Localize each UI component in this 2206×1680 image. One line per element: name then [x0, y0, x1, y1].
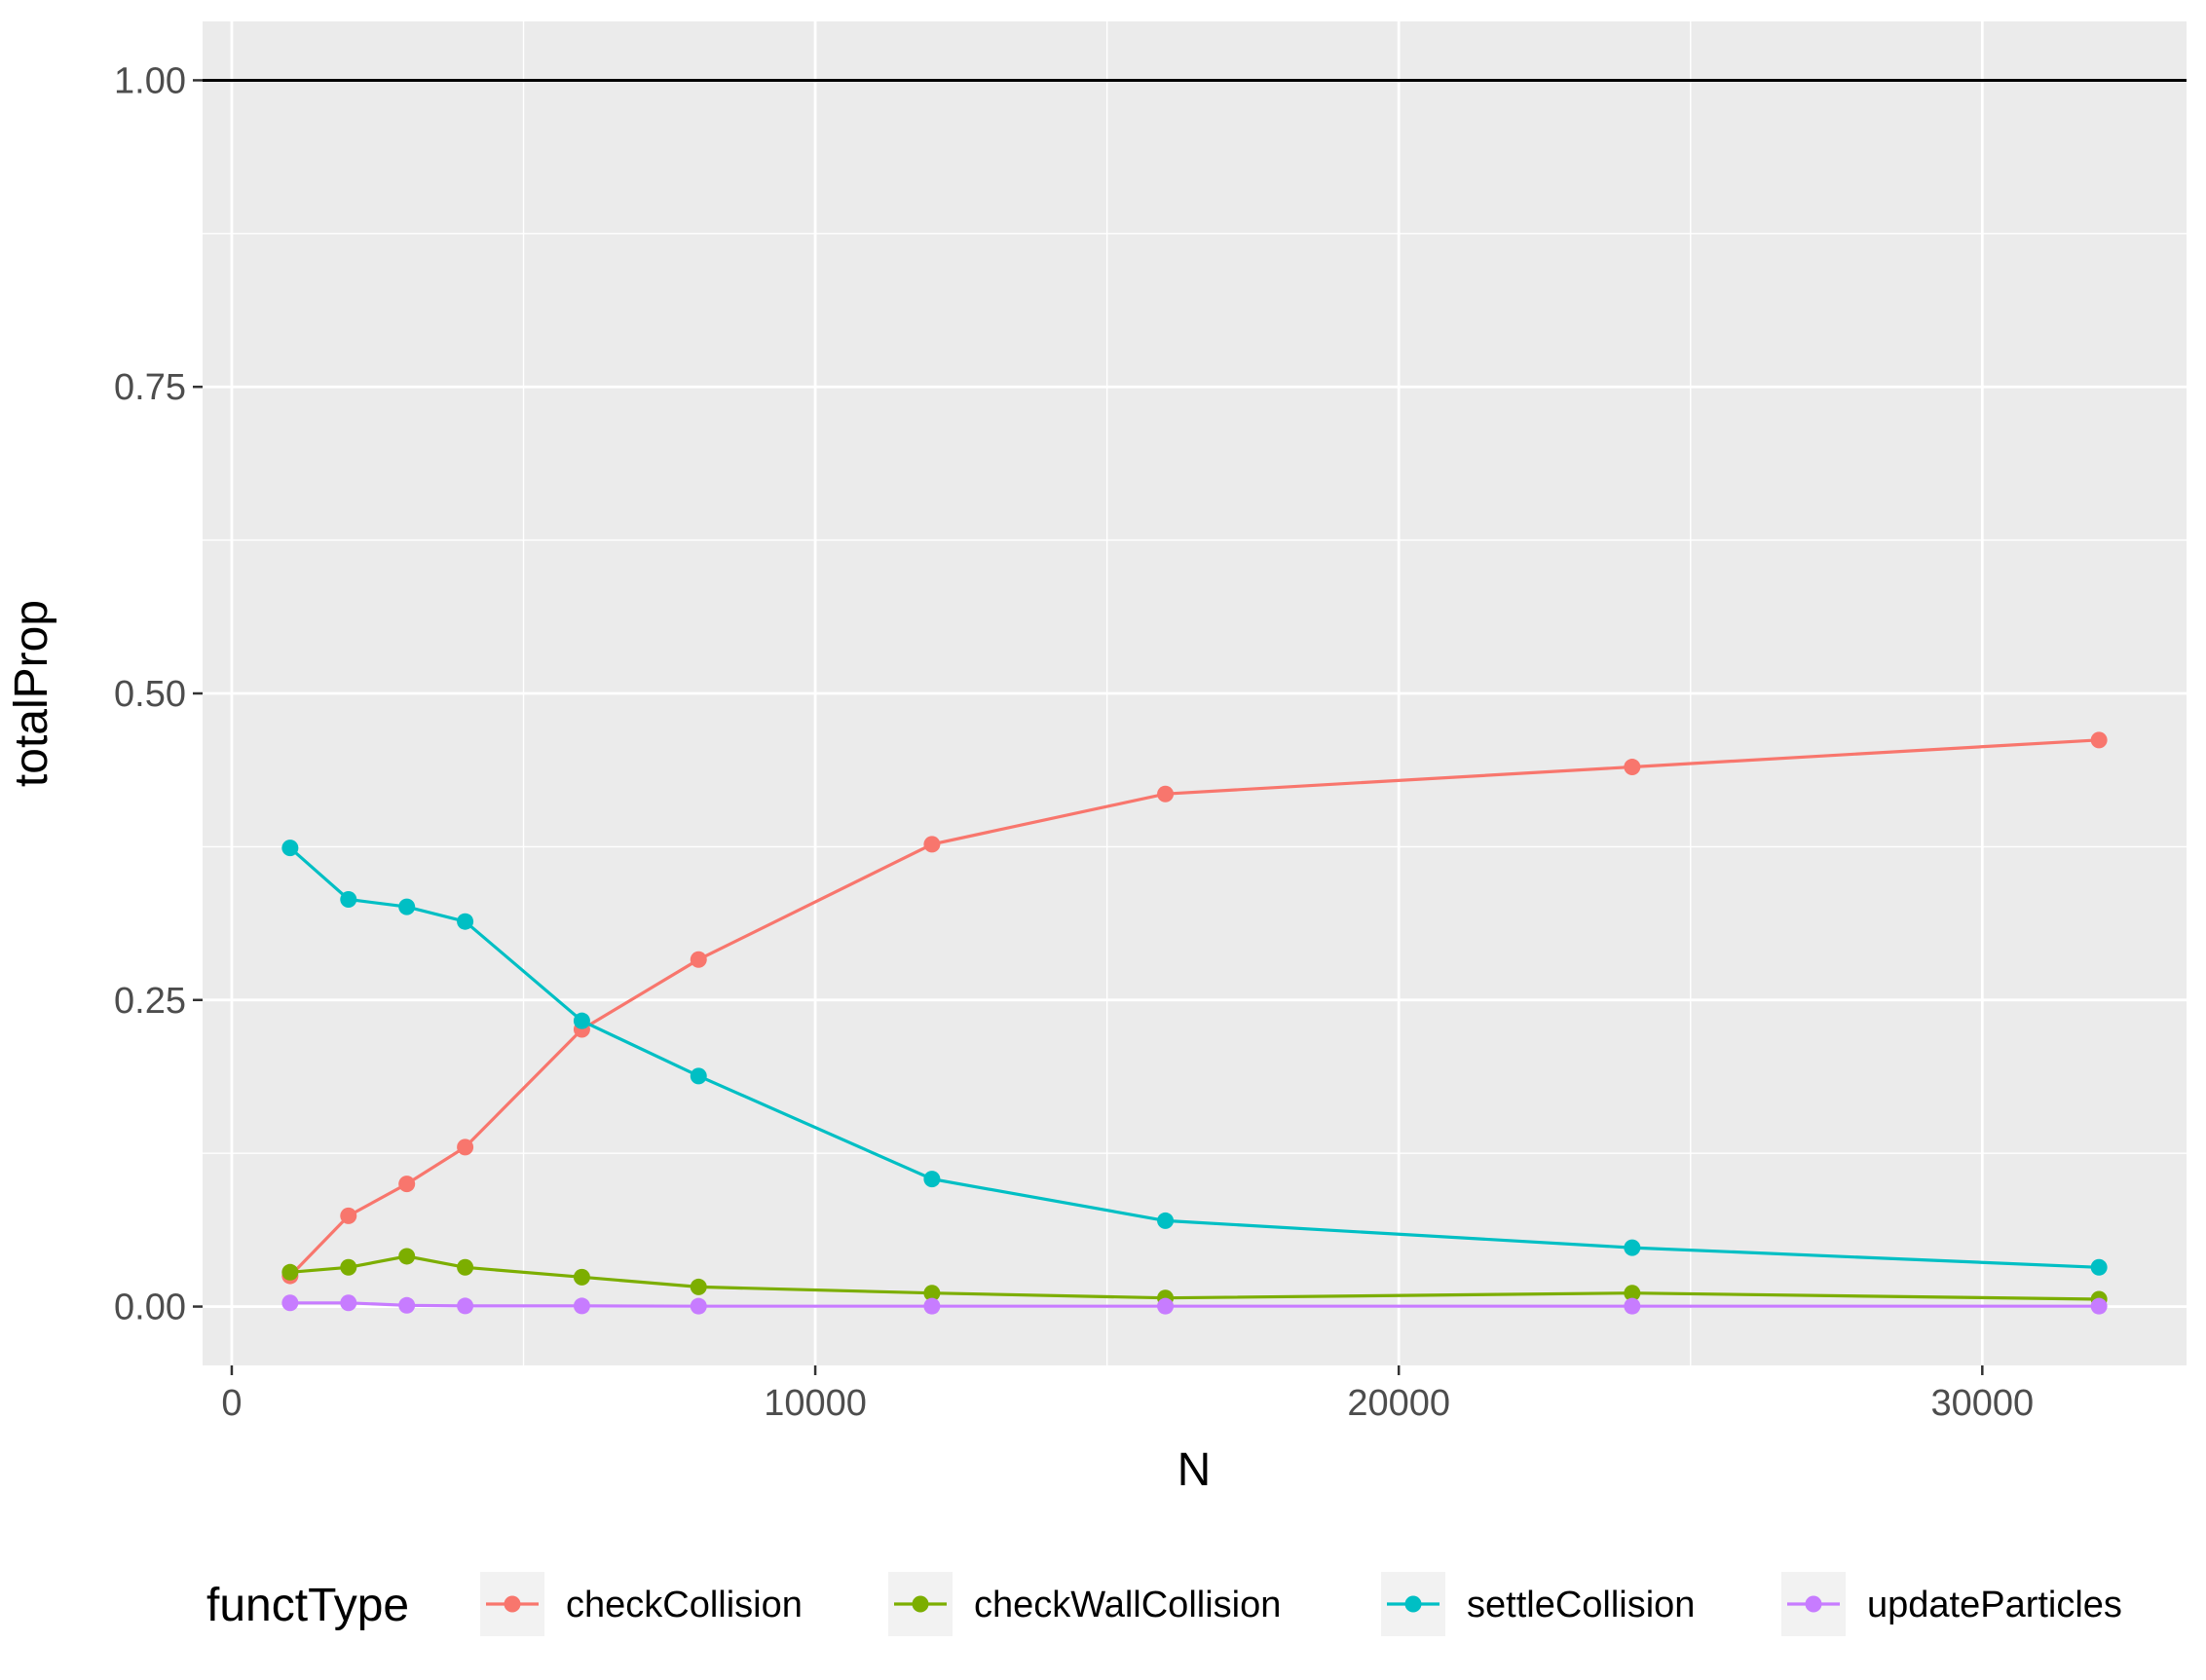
legend-key-point	[1404, 1595, 1422, 1613]
data-point-settleCollision	[340, 891, 357, 909]
data-point-updateParticles	[340, 1294, 357, 1312]
data-point-checkCollision	[1157, 785, 1175, 803]
legend-label: settleCollision	[1467, 1585, 1695, 1625]
data-point-checkWallCollision	[573, 1268, 590, 1286]
x-axis: 0 10000 20000 30000	[221, 1365, 2034, 1424]
data-point-checkWallCollision	[457, 1258, 474, 1276]
y-tick-label: 0.50	[114, 674, 186, 715]
y-tick-label: 0.25	[114, 981, 186, 1022]
legend-item-checkWallCollision: checkWallCollision	[888, 1572, 1281, 1636]
legend-label: checkWallCollision	[974, 1585, 1281, 1625]
legend-label: checkCollision	[566, 1585, 803, 1625]
data-point-settleCollision	[923, 1171, 941, 1188]
data-point-updateParticles	[1624, 1297, 1641, 1315]
data-point-checkWallCollision	[398, 1248, 416, 1265]
x-axis-title: N	[1178, 1444, 1212, 1496]
y-tick-label: 1.00	[114, 60, 186, 101]
data-point-settleCollision	[1157, 1212, 1175, 1229]
legend-title: functType	[206, 1580, 409, 1631]
data-point-settleCollision	[573, 1012, 590, 1029]
data-point-checkWallCollision	[1624, 1285, 1641, 1302]
data-point-updateParticles	[2090, 1297, 2108, 1315]
y-tick-label: 0.75	[114, 367, 186, 408]
data-point-updateParticles	[457, 1297, 474, 1315]
x-tick-label: 0	[221, 1383, 242, 1424]
legend-item-settleCollision: settleCollision	[1381, 1572, 1695, 1636]
data-point-checkCollision	[340, 1207, 357, 1224]
y-axis-title: totalProp	[6, 600, 57, 787]
data-point-checkWallCollision	[281, 1263, 299, 1281]
x-tick-label: 10000	[764, 1383, 867, 1424]
x-tick-label: 30000	[1930, 1383, 2034, 1424]
data-point-checkCollision	[690, 951, 707, 968]
data-point-settleCollision	[398, 898, 416, 915]
data-point-checkCollision	[2090, 731, 2108, 749]
x-tick-label: 20000	[1347, 1383, 1450, 1424]
series-line-settleCollision	[288, 846, 2100, 1269]
data-point-settleCollision	[1624, 1239, 1641, 1256]
data-point-checkCollision	[923, 836, 941, 853]
legend-key-point	[912, 1595, 929, 1613]
data-point-checkCollision	[457, 1139, 474, 1156]
data-point-updateParticles	[1157, 1297, 1175, 1315]
data-point-updateParticles	[690, 1297, 707, 1315]
data-point-checkCollision	[398, 1176, 416, 1193]
legend-key-point	[504, 1595, 521, 1613]
series-line-updateParticles	[289, 1301, 2100, 1308]
data-point-checkWallCollision	[690, 1278, 707, 1295]
legend-label: updateParticles	[1867, 1585, 2122, 1625]
legend-item-checkCollision: checkCollision	[480, 1572, 803, 1636]
data-point-settleCollision	[281, 840, 299, 857]
data-point-updateParticles	[573, 1297, 590, 1315]
y-axis: 0.00 0.25 0.50 0.75 1.00	[114, 60, 203, 1328]
series-settleCollision	[281, 840, 2108, 1276]
y-tick-label: 0.00	[114, 1288, 186, 1328]
data-point-updateParticles	[398, 1296, 416, 1314]
data-point-updateParticles	[923, 1297, 941, 1315]
series-line-checkWallCollision	[289, 1254, 2100, 1301]
data-point-updateParticles	[281, 1294, 299, 1312]
series-layer	[281, 731, 2108, 1315]
series-line-checkCollision	[288, 738, 2100, 1278]
data-point-checkWallCollision	[340, 1258, 357, 1276]
data-point-checkCollision	[1624, 759, 1641, 776]
legend-key-point	[1805, 1595, 1822, 1613]
data-point-checkWallCollision	[923, 1285, 941, 1302]
data-point-settleCollision	[690, 1067, 707, 1085]
legend: functType checkCollision checkWallCollisi…	[206, 1572, 2122, 1636]
data-point-settleCollision	[2090, 1258, 2108, 1276]
legend-item-updateParticles: updateParticles	[1781, 1572, 2122, 1636]
data-point-settleCollision	[457, 913, 474, 930]
series-updateParticles	[281, 1294, 2108, 1315]
